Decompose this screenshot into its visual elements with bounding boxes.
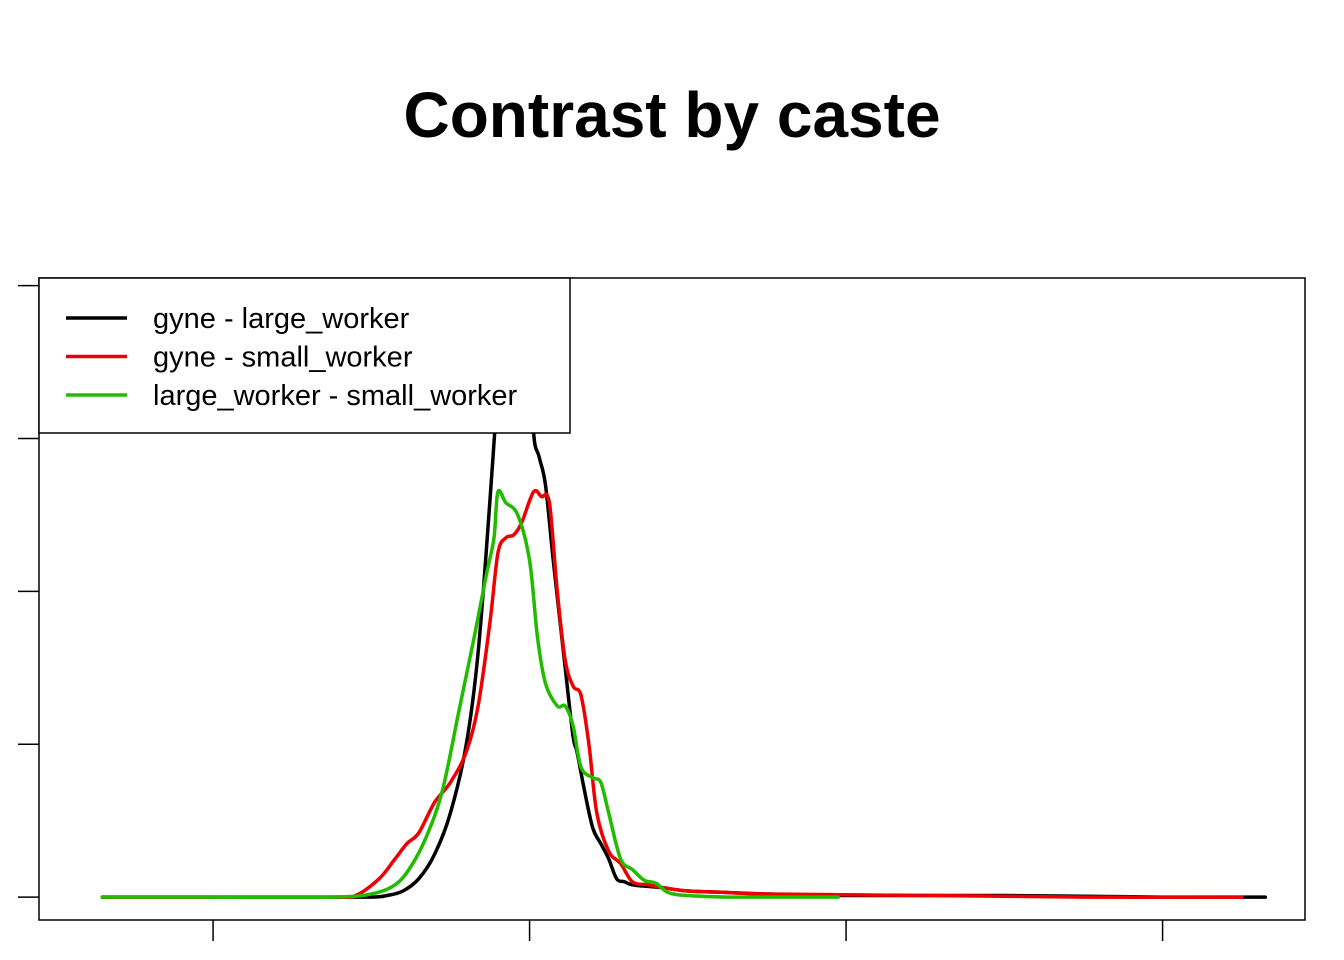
axes <box>18 277 1306 941</box>
legend-label-0: gyne - large_worker <box>153 303 410 335</box>
legend-label-1: gyne - small_worker <box>153 342 413 374</box>
series-line-1 <box>100 488 1244 900</box>
series-line-2 <box>100 488 840 900</box>
chart-title: Contrast by caste <box>403 79 940 151</box>
legend-label-2: large_worker - small_worker <box>153 380 518 412</box>
series-layer <box>100 297 1268 900</box>
plot-frame <box>38 277 1306 921</box>
legend-box <box>38 277 571 434</box>
